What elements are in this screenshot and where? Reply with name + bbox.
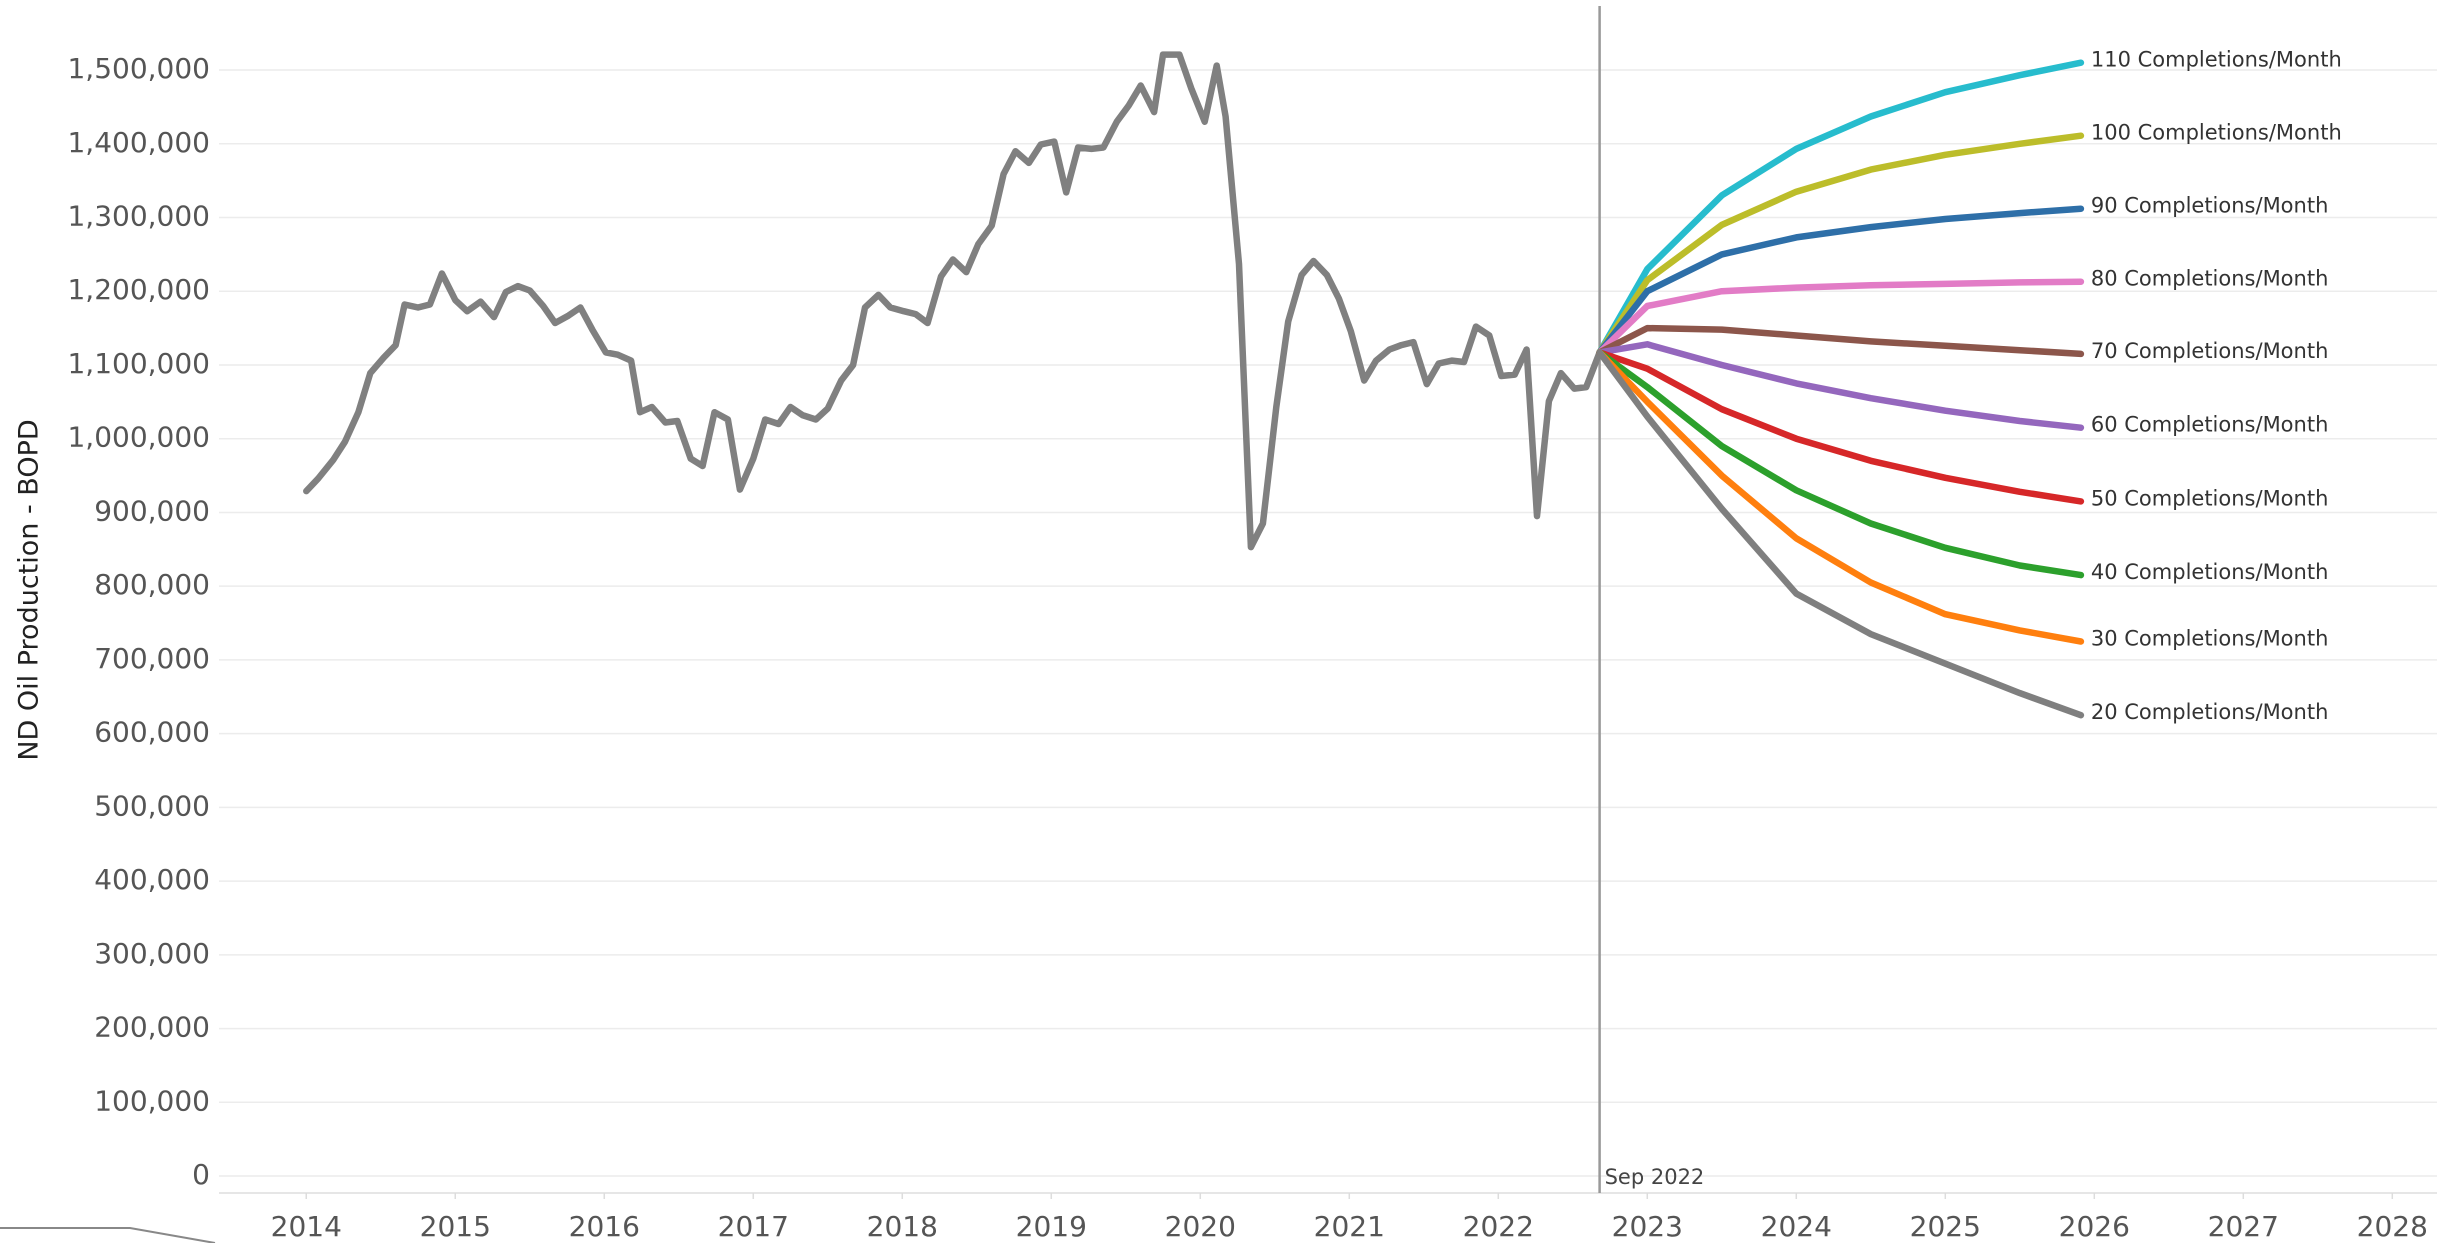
x-tick-label: 2017 xyxy=(718,1210,789,1243)
y-tick-label: 800,000 xyxy=(94,568,210,601)
x-tick-label: 2024 xyxy=(1761,1210,1832,1243)
x-tick-label: 2028 xyxy=(2357,1210,2428,1243)
x-tick-label: 2014 xyxy=(271,1210,342,1243)
x-tick-label: 2027 xyxy=(2208,1210,2279,1243)
y-tick-label: 1,400,000 xyxy=(67,126,210,159)
series-line xyxy=(303,51,1603,551)
x-tick-label: 2022 xyxy=(1463,1210,1534,1243)
x-tick-label: 2015 xyxy=(420,1210,491,1243)
series-line xyxy=(1596,278,2085,356)
series-line xyxy=(1596,349,2085,645)
y-tick-label: 0 xyxy=(192,1158,210,1191)
x-tick-label: 2019 xyxy=(1016,1210,1087,1243)
series-line xyxy=(1596,341,2085,431)
series-line xyxy=(1596,349,2085,579)
y-tick-label: 1,500,000 xyxy=(67,52,210,85)
series-label: 90 Completions/Month xyxy=(2091,194,2329,218)
x-tick-label: 2018 xyxy=(867,1210,938,1243)
y-tick-label: 900,000 xyxy=(94,494,210,527)
series-label: 40 Completions/Month xyxy=(2091,560,2329,584)
x-tick-label: 2016 xyxy=(569,1210,640,1243)
series-label: 100 Completions/Month xyxy=(2091,121,2342,145)
x-tick-label: 2026 xyxy=(2059,1210,2130,1243)
y-tick-label: 200,000 xyxy=(94,1011,210,1044)
series-line xyxy=(1596,349,2085,505)
y-tick-label: 100,000 xyxy=(94,1084,210,1117)
y-tick-label: 400,000 xyxy=(94,863,210,896)
x-tick-label: 2025 xyxy=(1910,1210,1981,1243)
series-line xyxy=(1596,349,2085,719)
y-tick-label: 1,100,000 xyxy=(67,347,210,380)
annotation: Sep 2022 xyxy=(1605,1165,1705,1189)
series-label: 20 Completions/Month xyxy=(2091,700,2329,724)
y-tick-label: 1,200,000 xyxy=(67,273,210,306)
series-line xyxy=(1596,324,2085,358)
series-label: 30 Completions/Month xyxy=(2091,626,2329,650)
series-label: 50 Completions/Month xyxy=(2091,486,2329,510)
logo xyxy=(0,1227,216,1243)
y-tick-label: 500,000 xyxy=(94,789,210,822)
y-tick-label: 1,000,000 xyxy=(67,421,210,454)
series-line xyxy=(1596,205,2085,356)
series-line xyxy=(1596,132,2085,356)
y-tick-label: 1,300,000 xyxy=(67,200,210,233)
series-label: 80 Completions/Month xyxy=(2091,267,2329,291)
y-tick-label: 700,000 xyxy=(94,642,210,675)
series-label: 70 Completions/Month xyxy=(2091,339,2329,363)
series-line xyxy=(1596,59,2085,356)
x-tick-label: 2021 xyxy=(1314,1210,1385,1243)
x-tick-label: 2023 xyxy=(1612,1210,1683,1243)
series-label: 60 Completions/Month xyxy=(2091,413,2329,437)
x-tick-label: 2020 xyxy=(1165,1210,1236,1243)
y-axis-label: ND Oil Production - BOPD xyxy=(14,419,45,760)
series-label: 110 Completions/Month xyxy=(2091,48,2342,72)
y-tick-label: 300,000 xyxy=(94,937,210,970)
y-tick-label: 600,000 xyxy=(94,716,210,749)
